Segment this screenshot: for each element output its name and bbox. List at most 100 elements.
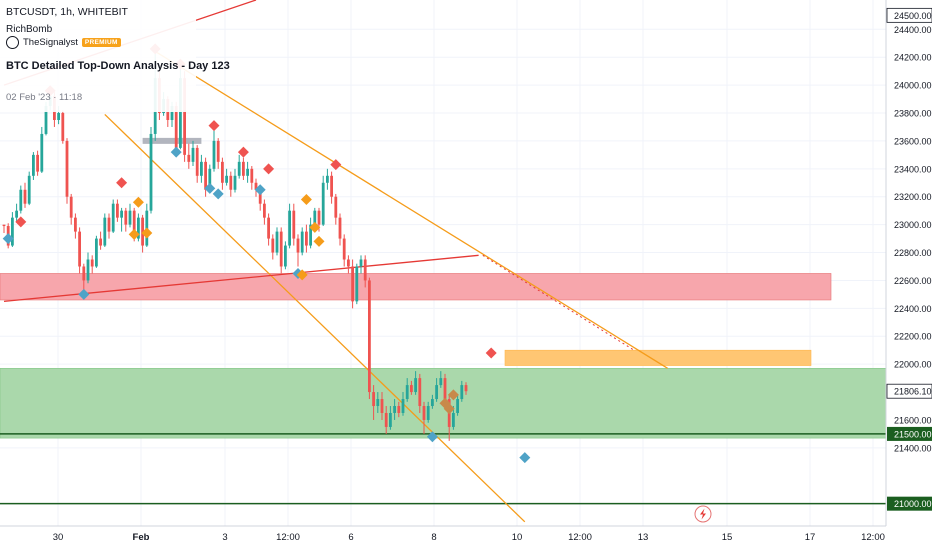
candle [456,394,459,416]
candle-body [410,385,413,393]
candle [263,199,266,225]
candle-body [65,140,69,197]
author-name[interactable]: RichBomb [6,24,53,35]
candle-body [464,385,468,392]
price-tick-label: 21600.00 [894,415,932,425]
buy-signal-marker [170,146,182,158]
candle [300,227,304,256]
candle [439,371,443,388]
candle [191,140,195,167]
time-tick-label: Feb [133,532,150,543]
price-tick-label: 24200.00 [894,53,932,63]
candle-body [107,217,111,232]
buy-signal-marker [2,233,14,245]
candle-body [200,161,203,176]
brand-name[interactable]: TheSignalyst [23,37,78,48]
candle [137,213,140,242]
time-tick-label: 12:00 [276,532,300,543]
time-axis[interactable]: 30 Feb 3 12:00 6 8 10 12:00 13 15 17 12:00 [0,525,886,550]
price-tick-label: 24000.00 [894,81,932,91]
candle-body [174,106,178,148]
candle-body [258,189,262,204]
candle [65,138,69,204]
candle [271,234,275,260]
supply-zone [0,273,832,301]
candle-body [141,217,144,246]
candle-body [267,217,270,239]
price-zones [0,273,887,439]
candle [128,203,132,228]
candle [296,234,300,267]
price-tick-label: 23000.00 [894,220,932,230]
candle [212,126,216,172]
candle [279,227,283,274]
price-axis[interactable]: 24400.00 24200.00 24000.00 23800.00 23600.00… [885,0,932,550]
candle-body [229,175,233,190]
candle [305,224,308,253]
candle [351,259,354,309]
candle [435,378,438,402]
candle-body [170,106,174,120]
candle [69,193,73,225]
idea-title: BTC Detailed Top-Down Analysis - Day 123 [6,60,230,72]
candle [376,392,380,413]
candle [342,234,346,267]
candle-body [313,210,317,225]
lightning-icon[interactable] [694,505,712,523]
candle [149,126,153,214]
candle-body [334,196,338,218]
candle-body [321,182,325,225]
candle-body [405,385,409,400]
candle [405,378,409,402]
candle-body [120,210,123,218]
candle [292,203,296,246]
candle [414,371,417,395]
sell-signal-marker [485,347,497,359]
candle [2,224,6,234]
candle-body [27,175,31,204]
candle [422,401,426,434]
time-tick-label: 13 [638,532,649,543]
candle-body [132,210,136,239]
candle-body [195,147,199,176]
candle [27,171,31,206]
candle-body [271,238,275,253]
orange-zone [504,349,812,366]
price-label-box [887,496,932,511]
candle-body [326,175,329,183]
candle-body [137,217,140,239]
candle-body [82,266,86,281]
time-tick-label: 6 [348,532,353,543]
buy-signal-marker [212,188,224,200]
price-tick-label: 24400.00 [894,25,932,35]
candle-body [128,210,132,225]
sell-signal-marker [208,120,220,132]
candle [116,199,119,222]
price-tick-label: 21400.00 [894,443,932,453]
time-tick-label: 3 [222,532,227,543]
brand-row: TheSignalyst PREMIUM [6,36,121,49]
candle-body [90,259,94,267]
price-label-box [886,383,932,399]
price-tick-label: 22800.00 [894,248,932,258]
candle-body [351,266,354,302]
symbol-label[interactable]: BTCUSDT, 1h, WHITEBIT [6,6,128,18]
price-tick-label: 23400.00 [894,164,932,174]
candle-body [208,168,212,190]
candle [216,138,220,169]
candle [250,166,254,190]
candle [19,185,23,214]
candle [397,401,401,418]
candle [330,171,333,204]
price-tick-label: 22200.00 [894,332,932,342]
candle [195,145,199,183]
channel-lower [104,113,526,523]
candle-body [225,175,228,183]
candle [418,373,422,413]
time-tick-label: 8 [431,532,436,543]
candle-body [250,168,254,183]
orange-signal-marker [296,269,308,281]
candle-body [397,406,401,413]
candle-body [36,154,39,172]
